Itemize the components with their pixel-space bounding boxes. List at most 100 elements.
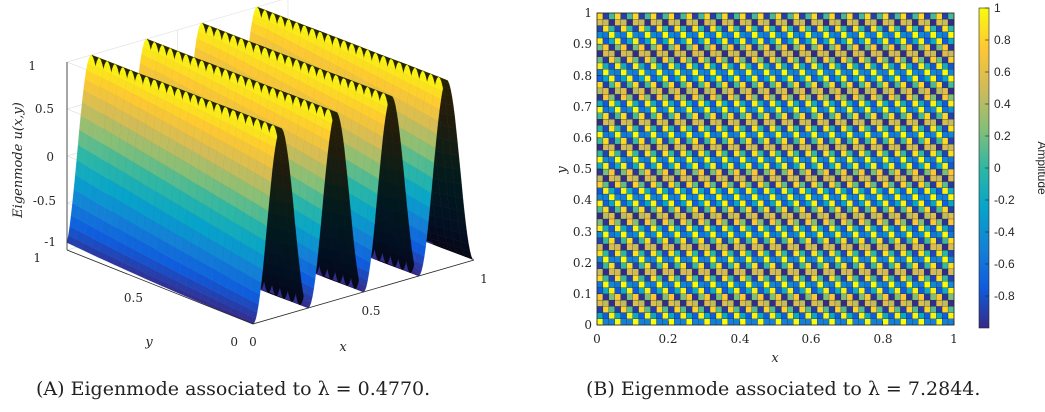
heatmap-cell <box>727 262 735 270</box>
heatmap-cell <box>686 218 693 226</box>
heatmap-cell <box>626 306 633 313</box>
heatmap-cell <box>936 306 943 313</box>
heatmap-cell <box>930 318 937 326</box>
heatmap-cell <box>799 268 806 276</box>
heatmap-cell <box>668 212 675 220</box>
heatmap-cell <box>924 243 931 251</box>
heatmap-cell <box>686 225 693 232</box>
heatmap-cell <box>900 256 907 263</box>
heatmap-cell <box>727 218 735 226</box>
heatmap-cell <box>775 318 782 326</box>
heatmap-cell <box>698 262 705 270</box>
heatmap-cell <box>626 256 633 263</box>
heatmap-cell <box>733 318 740 326</box>
heatmap-cell <box>858 274 865 282</box>
heatmap-cell <box>894 262 901 270</box>
heatmap-cell <box>769 318 776 326</box>
z-tick-label: 1 <box>28 59 36 73</box>
heatmap-cell <box>614 312 621 319</box>
heatmap-cell <box>662 293 669 301</box>
heatmap-cell <box>638 212 645 220</box>
heatmap-cell <box>680 218 687 226</box>
heatmap-cell <box>674 318 681 326</box>
heatmap-cell <box>930 249 937 257</box>
heatmap-cell <box>763 312 770 319</box>
heatmap-cell <box>912 293 919 301</box>
heatmap-cell <box>626 206 633 213</box>
heatmap-cell <box>805 318 812 326</box>
heatmap-cell <box>674 206 681 213</box>
heatmap-cell <box>936 299 943 307</box>
heatmap-cell <box>644 312 651 319</box>
heatmap-cell <box>703 318 711 326</box>
heatmap-cell <box>668 318 675 326</box>
heatmap-cell <box>674 268 681 276</box>
heatmap-cell <box>662 299 669 307</box>
heatmap-cell <box>763 262 770 270</box>
heatmap-cell <box>757 299 764 307</box>
heatmap-cell <box>686 268 693 276</box>
heatmap-cell <box>608 231 616 238</box>
heatmap-cell <box>733 299 740 307</box>
heatmap-cell <box>721 281 729 288</box>
surface-facet <box>452 168 462 185</box>
heatmap-cell <box>620 237 627 245</box>
heatmap-cell <box>846 281 854 288</box>
heatmap-cell <box>650 268 657 276</box>
heatmap-cell <box>626 218 633 226</box>
heatmap-cell <box>781 237 788 245</box>
heatmap-cell <box>602 225 610 232</box>
heatmap-cell <box>769 268 776 276</box>
heatmap-cell <box>799 287 806 294</box>
heatmap-cell <box>745 243 752 251</box>
heatmap-cell <box>828 231 836 238</box>
heatmap-cell <box>680 281 687 288</box>
heatmap-cell <box>918 312 925 319</box>
heatmap-cell <box>703 231 711 238</box>
heatmap-cells <box>596 12 955 326</box>
heatmap-cell <box>715 225 723 232</box>
heatmap-cell <box>805 212 812 220</box>
heatmap-cell <box>817 268 824 276</box>
heatmap-cell <box>941 293 949 301</box>
heatmap-cell <box>811 318 818 326</box>
heatmap-cell <box>709 299 717 307</box>
heatmap-cell <box>947 249 955 257</box>
heatmap-cell <box>817 225 824 232</box>
heatmap-cell <box>632 268 639 276</box>
heatmap-cell <box>858 231 865 238</box>
heatmap-cell <box>721 225 729 232</box>
heatmap-cell <box>822 287 830 294</box>
heatmap-cell <box>793 237 800 245</box>
heatmap-cell <box>918 231 925 238</box>
heatmap-cell <box>852 312 859 319</box>
heatmap-cell <box>912 256 919 263</box>
heatmap-cell <box>846 225 854 232</box>
heatmap-cell <box>793 293 800 301</box>
heatmap-cell <box>834 312 842 319</box>
heatmap-cell <box>614 318 621 326</box>
heatmap-cell <box>656 231 663 238</box>
heatmap-cell <box>947 243 955 251</box>
heatmap-cell <box>941 312 949 319</box>
heatmap-cell <box>662 243 669 251</box>
heatmap-cell <box>864 212 871 220</box>
heatmap-cell <box>757 262 764 270</box>
heatmap-cell <box>799 281 806 288</box>
heatmap-cell <box>852 274 859 282</box>
heatmap-cell <box>644 306 651 313</box>
surface-facet <box>446 114 457 129</box>
heatmap-cell <box>668 268 675 276</box>
heatmap-cell <box>793 206 800 213</box>
heatmap-cell <box>721 249 729 257</box>
heatmap-cell <box>870 262 877 270</box>
heatmap-cell <box>662 218 669 226</box>
heatmap-cell <box>692 268 699 276</box>
heatmap-cell <box>674 212 681 220</box>
heatmap-cell <box>924 268 931 276</box>
heatmap-cell <box>620 218 627 226</box>
heatmap-cell <box>858 237 865 245</box>
heatmap-cell <box>947 281 955 288</box>
heatmap-cell <box>644 268 651 276</box>
heatmap-cell <box>733 274 740 282</box>
